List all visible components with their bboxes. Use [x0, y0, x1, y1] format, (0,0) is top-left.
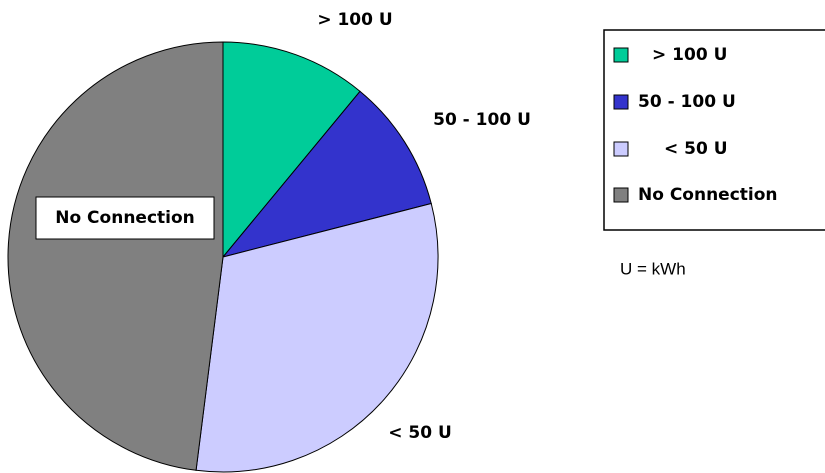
legend-label: > 100 U: [652, 45, 727, 65]
slice-label: < 50 U: [388, 423, 452, 443]
pie-slice: [7, 41, 224, 471]
legend-label: < 50 U: [664, 139, 728, 159]
slice-label: > 100 U: [317, 10, 392, 30]
legend-label: 50 - 100 U: [638, 92, 736, 112]
legend-label: No Connection: [638, 185, 778, 205]
pie-slice: [221, 90, 432, 258]
legend-swatch: [613, 47, 629, 63]
pie-slice: [222, 41, 361, 259]
slice-label: 50 - 100 U: [433, 110, 531, 130]
legend-swatch: [613, 187, 629, 203]
legend-swatch: [613, 94, 629, 110]
legend-box: [603, 29, 825, 231]
label-box: [35, 196, 215, 240]
annotation: U = kWh: [620, 259, 686, 278]
legend-swatch: [613, 141, 629, 157]
pie-slice: [195, 202, 439, 473]
slice-label: No Connection: [55, 208, 195, 228]
